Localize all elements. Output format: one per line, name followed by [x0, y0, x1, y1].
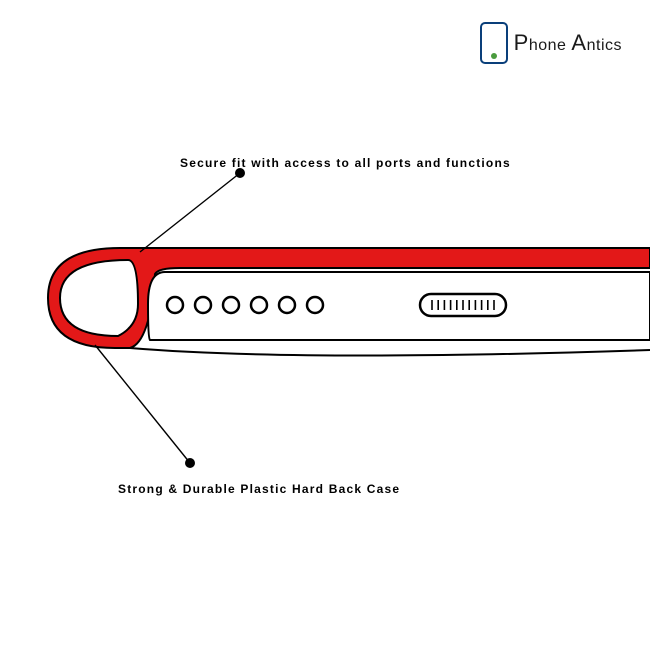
callout-dot-bottom — [185, 458, 195, 468]
diagram-svg — [0, 0, 650, 650]
callout-line-bottom — [95, 345, 190, 463]
callout-line-top — [140, 173, 240, 252]
phone-bottom-edge — [130, 348, 650, 356]
callout-dot-top — [235, 168, 245, 178]
phone-case-group — [48, 248, 650, 356]
